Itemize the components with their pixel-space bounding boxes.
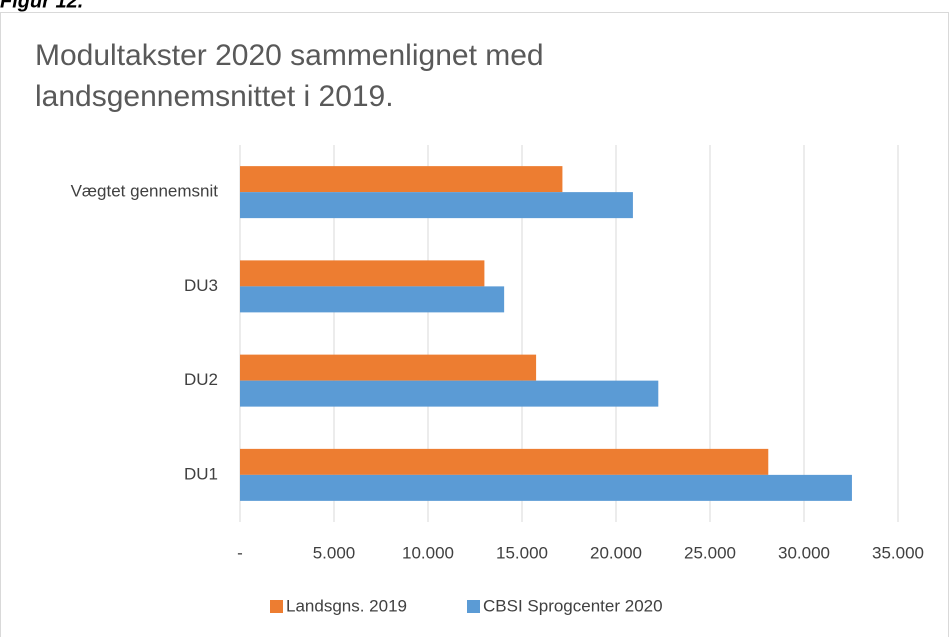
legend-swatch bbox=[467, 600, 480, 613]
bar bbox=[240, 260, 485, 287]
bar bbox=[240, 380, 659, 407]
legend-label: Landsgns. 2019 bbox=[286, 596, 407, 615]
y-tick-label: DU2 bbox=[184, 370, 218, 389]
legend-swatch bbox=[270, 600, 283, 613]
bar bbox=[240, 448, 769, 475]
x-tick-label: 25.000 bbox=[684, 543, 736, 562]
y-tick-label: Vægtet gennemsnit bbox=[71, 182, 219, 201]
y-tick-label: DU3 bbox=[184, 276, 218, 295]
x-tick-label: 20.000 bbox=[590, 543, 642, 562]
x-tick-label: 15.000 bbox=[496, 543, 548, 562]
x-tick-label: 30.000 bbox=[778, 543, 830, 562]
chart-frame bbox=[0, 12, 949, 642]
x-tick-label: 35.000 bbox=[872, 543, 924, 562]
x-tick-label: 5.000 bbox=[313, 543, 356, 562]
bar bbox=[240, 286, 505, 313]
bar bbox=[240, 354, 537, 381]
y-tick-label: DU1 bbox=[184, 464, 218, 483]
legend-label: CBSI Sprogcenter 2020 bbox=[483, 596, 663, 615]
chart-title: landsgennemsnittet i 2019. bbox=[35, 80, 394, 113]
x-tick-label: 10.000 bbox=[402, 543, 454, 562]
bar bbox=[240, 192, 633, 219]
bar bbox=[240, 166, 563, 193]
bar bbox=[240, 474, 852, 501]
x-tick-label: - bbox=[237, 543, 243, 562]
chart-title: Modultakster 2020 sammenlignet med bbox=[35, 39, 544, 72]
figure-label: Figur 12. bbox=[0, 0, 83, 12]
